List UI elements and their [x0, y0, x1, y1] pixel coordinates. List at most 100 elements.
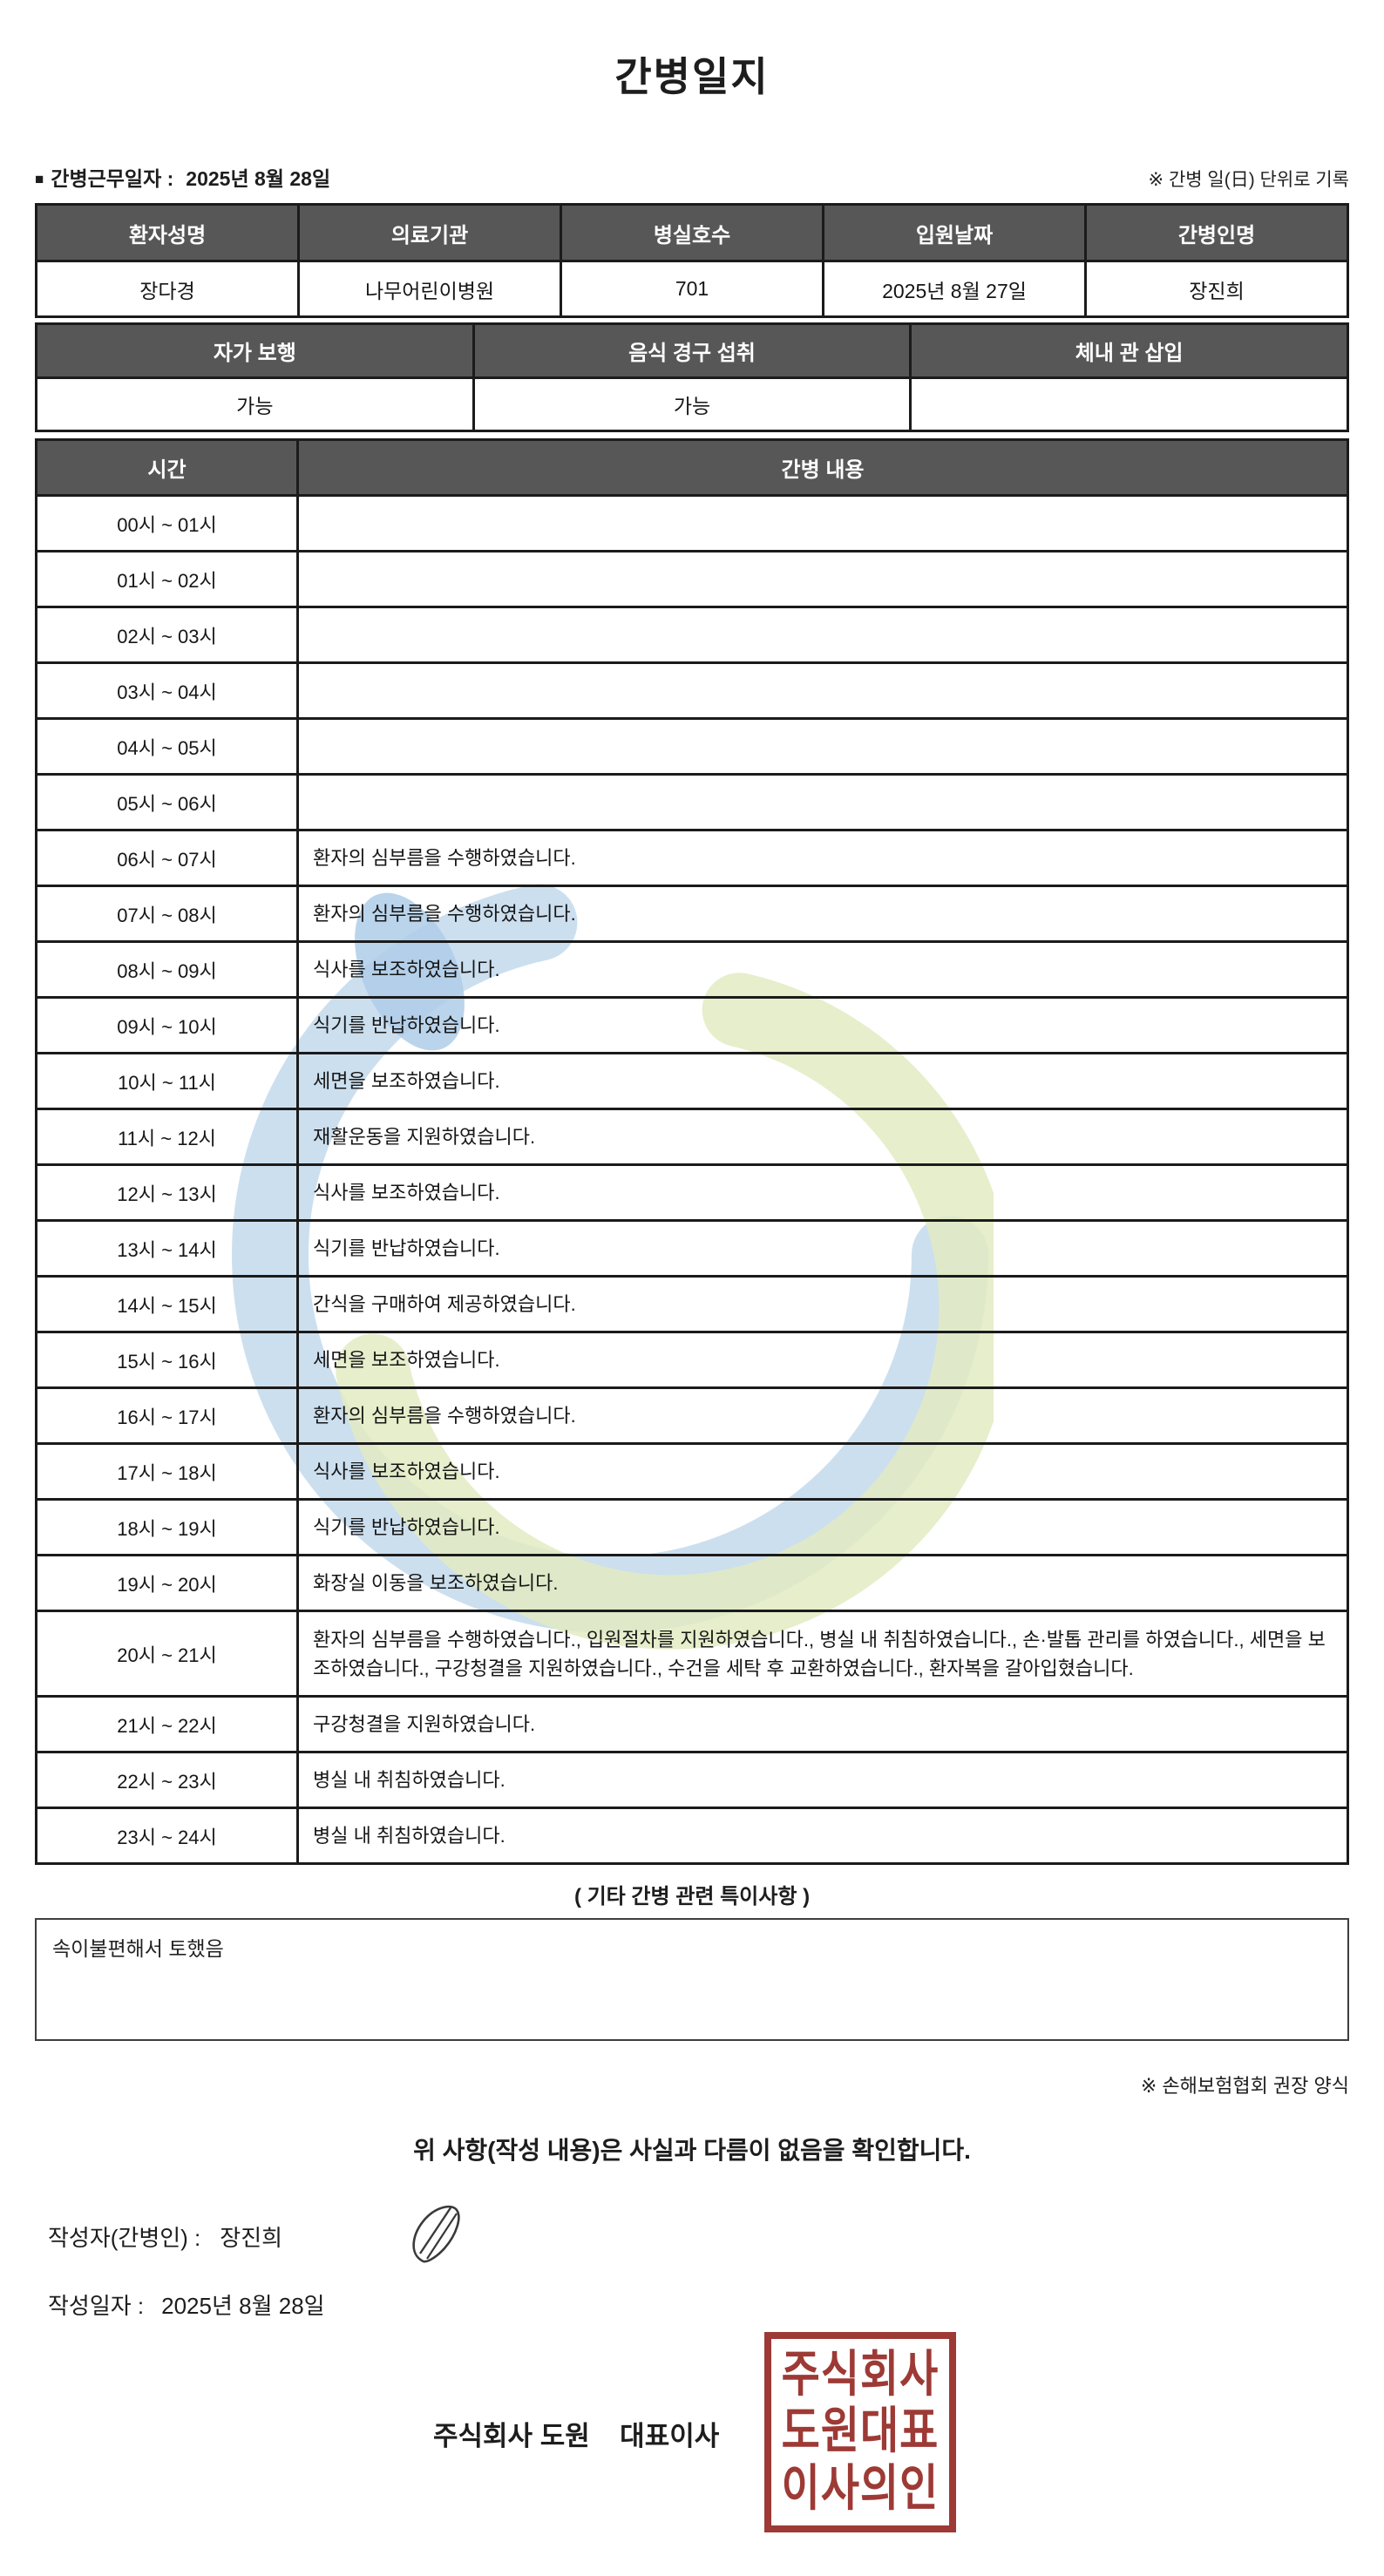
corporate-seal-stamp: 주식회사 도원대표 이사의인 — [764, 2332, 956, 2532]
table-row: 21시 ~ 22시 구강청결을 지원하였습니다. — [35, 1695, 1349, 1753]
medical-institution-value: 나무어린이병원 — [297, 260, 562, 318]
table-row: 11시 ~ 12시 재활운동을 지원하였습니다. — [35, 1108, 1349, 1166]
stamp-line-2: 도원대표 — [781, 2404, 940, 2459]
content-cell: 재활운동을 지원하였습니다. — [296, 1108, 1349, 1166]
time-cell: 14시 ~ 15시 — [35, 1275, 299, 1333]
content-cell: 환자의 심부름을 수행하였습니다., 입원절차를 지원하였습니다., 병실 내 … — [296, 1610, 1349, 1698]
time-cell: 11시 ~ 12시 — [35, 1108, 299, 1166]
admission-date-value: 2025년 8월 27일 — [822, 260, 1087, 318]
content-cell: 세면을 보조하였습니다. — [296, 1052, 1349, 1110]
table-row: 12시 ~ 13시 식사를 보조하였습니다. — [35, 1163, 1349, 1222]
col-oral-intake: 음식 경구 섭취 — [472, 322, 912, 379]
patient-info-table: 환자성명 의료기관 병실호수 입원날짜 간병인명 장다경 나무어린이병원 701… — [35, 203, 1349, 318]
time-cell: 20시 ~ 21시 — [35, 1610, 299, 1698]
time-cell: 13시 ~ 14시 — [35, 1219, 299, 1278]
content-cell: 식기를 반납하였습니다. — [296, 1498, 1349, 1556]
content-cell: 식사를 보조하였습니다. — [296, 940, 1349, 999]
table-row: 15시 ~ 16시 세면을 보조하였습니다. — [35, 1331, 1349, 1389]
time-cell: 10시 ~ 11시 — [35, 1052, 299, 1110]
content-cell: 간식을 구매하여 제공하였습니다. — [296, 1275, 1349, 1333]
work-date-value: 2025년 8월 28일 — [186, 167, 331, 190]
table-row: 18시 ~ 19시 식기를 반납하였습니다. — [35, 1498, 1349, 1556]
written-date-label: 작성일자 : — [48, 2293, 145, 2319]
table-row: 17시 ~ 18시 식사를 보조하였습니다. — [35, 1442, 1349, 1501]
special-notes-content: 속이불편해서 토했음 — [52, 1937, 224, 1960]
col-admission-date: 입원날짜 — [822, 203, 1087, 262]
time-cell: 15시 ~ 16시 — [35, 1331, 299, 1389]
recommended-form-note: ※ 손해보험협회 권장 양식 — [1140, 2075, 1349, 2097]
content-cell: 식사를 보조하였습니다. — [296, 1442, 1349, 1501]
content-cell: 환자의 심부름을 수행하였습니다. — [296, 829, 1349, 887]
content-cell: 식기를 반납하였습니다. — [296, 996, 1349, 1054]
table-row: 20시 ~ 21시 환자의 심부름을 수행하였습니다., 입원절차를 지원하였습니… — [35, 1610, 1349, 1698]
tube-insertion-value — [909, 376, 1349, 432]
oral-intake-value: 가능 — [472, 376, 912, 432]
content-cell — [296, 606, 1349, 664]
content-cell: 식기를 반납하였습니다. — [296, 1219, 1349, 1278]
table-row: 01시 ~ 02시 — [35, 550, 1349, 608]
content-cell — [296, 773, 1349, 831]
time-cell: 18시 ~ 19시 — [35, 1498, 299, 1556]
table-row: 16시 ~ 17시 환자의 심부름을 수행하였습니다. — [35, 1386, 1349, 1445]
time-cell: 22시 ~ 23시 — [35, 1751, 299, 1809]
col-tube-insertion: 체내 관 삽입 — [909, 322, 1349, 379]
table-row: 13시 ~ 14시 식기를 반납하였습니다. — [35, 1219, 1349, 1278]
content-cell: 환자의 심부름을 수행하였습니다. — [296, 1386, 1349, 1445]
time-cell: 06시 ~ 07시 — [35, 829, 299, 887]
status-value-row: 가능 가능 — [35, 376, 1349, 432]
handwritten-signature — [412, 2205, 460, 2263]
time-cell: 19시 ~ 20시 — [35, 1554, 299, 1612]
time-cell: 00시 ~ 01시 — [35, 494, 299, 552]
time-cell: 12시 ~ 13시 — [35, 1163, 299, 1222]
time-cell: 04시 ~ 05시 — [35, 717, 299, 776]
work-date-label: 간병근무일자 : — [51, 167, 174, 190]
meta-row: ■ 간병근무일자 : 2025년 8월 28일 ※ 간병 일(日) 단위로 기록 — [35, 162, 1349, 192]
table-row: 23시 ~ 24시 병실 내 취침하였습니다. — [35, 1807, 1349, 1865]
content-cell: 병실 내 취침하였습니다. — [296, 1751, 1349, 1809]
time-cell: 16시 ~ 17시 — [35, 1386, 299, 1445]
content-cell: 구강청결을 지원하였습니다. — [296, 1695, 1349, 1753]
caregiver-name-value: 장진희 — [1084, 260, 1349, 318]
col-patient-name: 환자성명 — [35, 203, 300, 262]
content-cell — [296, 494, 1349, 552]
table-row: 04시 ~ 05시 — [35, 717, 1349, 776]
content-cell: 병실 내 취침하였습니다. — [296, 1807, 1349, 1865]
stamp-line-1: 주식회사 — [781, 2347, 940, 2403]
table-row: 00시 ~ 01시 — [35, 494, 1349, 552]
patient-info-value-row: 장다경 나무어린이병원 701 2025년 8월 27일 장진희 — [35, 260, 1349, 318]
patient-name-value: 장다경 — [35, 260, 300, 318]
time-cell: 17시 ~ 18시 — [35, 1442, 299, 1501]
self-walking-value: 가능 — [35, 376, 475, 432]
table-row: 05시 ~ 06시 — [35, 773, 1349, 831]
writer-name: 장진희 — [220, 2225, 283, 2251]
patient-info-header-row: 환자성명 의료기관 병실호수 입원날짜 간병인명 — [35, 203, 1349, 262]
table-row: 07시 ~ 08시 환자의 심부름을 수행하였습니다. — [35, 885, 1349, 943]
hourly-care-table: 시간 간병 내용 00시 ~ 01시 01시 ~ 02시 02시 ~ 03시 0… — [35, 438, 1349, 1865]
time-cell: 02시 ~ 03시 — [35, 606, 299, 664]
col-medical-institution: 의료기관 — [297, 203, 562, 262]
col-self-walking: 자가 보행 — [35, 322, 475, 379]
special-notes-title: ( 기타 간병 관련 특이사항 ) — [573, 1885, 811, 1908]
special-notes-box: 속이불편해서 토했음 — [35, 1918, 1349, 2041]
table-row: 09시 ~ 10시 식기를 반납하였습니다. — [35, 996, 1349, 1054]
writer-label: 작성자(간병인) : — [48, 2225, 201, 2251]
record-unit-note: ※ 간병 일(日) 단위로 기록 — [1148, 170, 1349, 190]
table-row: 02시 ~ 03시 — [35, 606, 1349, 664]
col-caregiver-name: 간병인명 — [1084, 203, 1349, 262]
stamp-line-3: 이사의인 — [781, 2461, 940, 2517]
table-row: 06시 ~ 07시 환자의 심부름을 수행하였습니다. — [35, 829, 1349, 887]
square-bullet-icon: ■ — [35, 171, 44, 187]
table-row: 03시 ~ 04시 — [35, 661, 1349, 720]
confirmation-statement: 위 사항(작성 내용)은 사실과 다름이 없음을 확인합니다. — [413, 2137, 971, 2164]
content-cell — [296, 717, 1349, 776]
table-row: 08시 ~ 09시 식사를 보조하였습니다. — [35, 940, 1349, 999]
page-title: 간병일지 — [614, 54, 770, 99]
time-cell: 07시 ~ 08시 — [35, 885, 299, 943]
content-cell — [296, 550, 1349, 608]
col-room-number: 병실호수 — [560, 203, 824, 262]
time-cell: 03시 ~ 04시 — [35, 661, 299, 720]
company-line: 주식회사 도원 대표이사 — [433, 2421, 720, 2451]
status-header-row: 자가 보행 음식 경구 섭취 체내 관 삽입 — [35, 322, 1349, 379]
content-cell: 화장실 이동을 보조하였습니다. — [296, 1554, 1349, 1612]
col-care-content: 간병 내용 — [296, 438, 1349, 497]
